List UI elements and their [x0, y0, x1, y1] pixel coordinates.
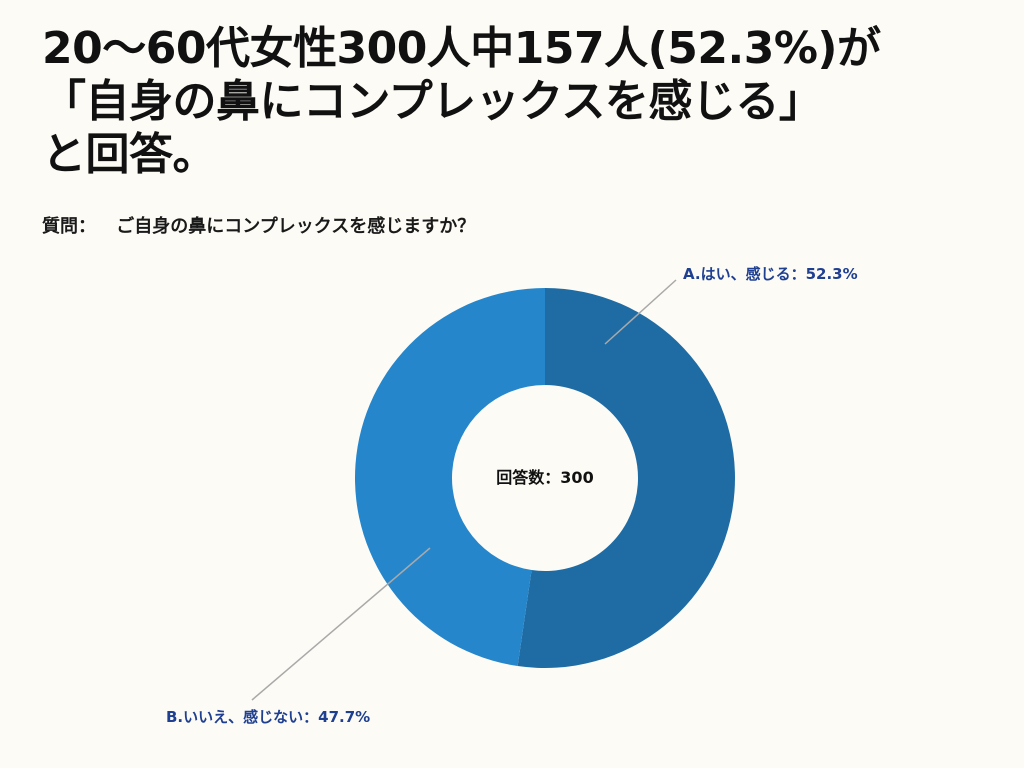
- title-line-3: と回答。: [42, 129, 217, 180]
- title-line-1: 20〜60代女性300人中157人(52.3%)が: [42, 23, 881, 74]
- question-text: ご自身の鼻にコンプレックスを感じますか？: [116, 216, 476, 237]
- leader-line-yes: [604, 279, 677, 345]
- donut-center-label: 回答数：300: [496, 468, 594, 487]
- donut-slice-yes: [517, 288, 735, 668]
- title-line-2: 「自身の鼻にコンプレックスを感じる」: [42, 76, 823, 127]
- leader-line-no: [251, 547, 431, 701]
- page-title: 20〜60代女性300人中157人(52.3%)が 「自身の鼻にコンプレックスを…: [42, 22, 1002, 181]
- slice-label-yes: A.はい、感じる：52.3%: [683, 265, 858, 283]
- question-label: 質問：: [42, 216, 96, 237]
- slice-label-no: B.いいえ、感じない：47.7%: [166, 708, 371, 726]
- survey-question: 質問： ご自身の鼻にコンプレックスを感じますか？: [42, 212, 475, 238]
